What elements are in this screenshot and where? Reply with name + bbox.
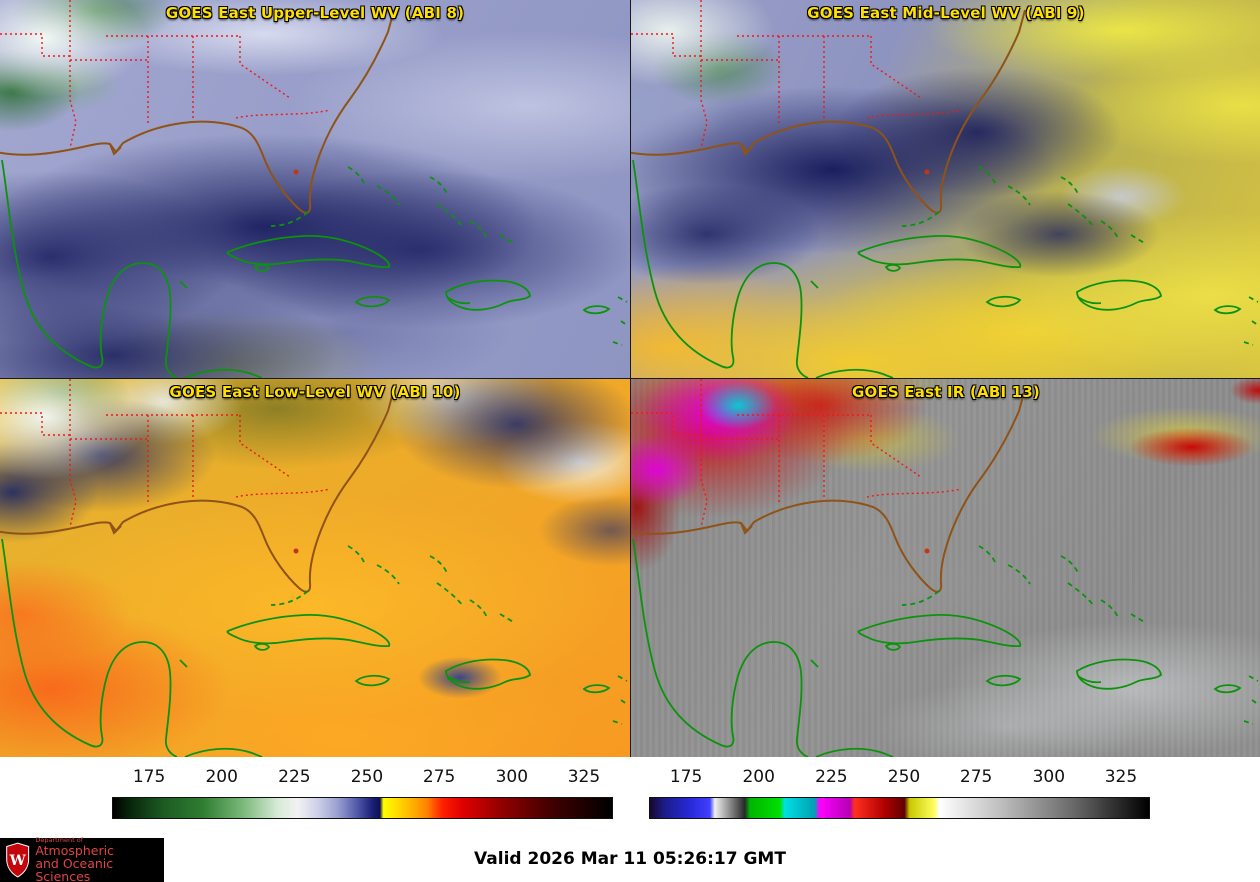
wv-colorbar-group: 175 200 225 250 275 300 325: [112, 765, 613, 831]
tick-label: 250: [887, 767, 921, 787]
satellite-panel-grid: GOES East Upper-Level WV (ABI 8) GOES Ea…: [0, 0, 1260, 757]
colorbar-section: 175 200 225 250 275 300 325 175 200 225 …: [0, 757, 1260, 838]
wv-colorbar: [112, 797, 613, 819]
logo-line-1: Atmospheric: [35, 842, 114, 858]
coastline-map-overlay: [0, 0, 630, 378]
tick-label: 275: [422, 767, 456, 787]
footer: W Department of Atmospheric and Oceanic …: [0, 837, 1260, 882]
wv-colorbar-ticks: 175 200 225 250 275 300 325: [112, 765, 613, 791]
tick-label: 225: [278, 767, 311, 787]
tick-label: 225: [815, 767, 848, 787]
logo-dept-line: Department of: [35, 835, 83, 844]
tick-label: 200: [742, 767, 775, 787]
crest-letter: W: [9, 853, 27, 869]
panel-mid-level-wv: GOES East Mid-Level WV (ABI 9): [630, 0, 1260, 378]
coastline-map-overlay: [0, 379, 630, 757]
ir-colorbar: [649, 797, 1150, 819]
panel-upper-level-wv: GOES East Upper-Level WV (ABI 8): [0, 0, 630, 378]
ir-colorbar-ticks: 175 200 225 250 275 300 325: [649, 765, 1150, 791]
panel-low-level-wv: GOES East Low-Level WV (ABI 10): [0, 378, 630, 757]
valid-time: Valid 2026 Mar 11 05:26:17 GMT: [474, 849, 786, 869]
panel-ir: GOES East IR (ABI 13): [630, 378, 1260, 757]
tick-label: 175: [669, 767, 703, 787]
panel-title-ir: GOES East IR (ABI 13): [851, 383, 1040, 401]
panel-title-mid-wv: GOES East Mid-Level WV (ABI 9): [807, 4, 1085, 22]
tick-label: 300: [1032, 767, 1066, 787]
uw-crest-icon: W: [6, 842, 30, 878]
tick-label: 325: [1104, 767, 1138, 787]
tick-label: 200: [205, 767, 238, 787]
logo-text: Department of Atmospheric and Oceanic Sc…: [35, 837, 159, 882]
tick-label: 275: [959, 767, 993, 787]
ir-colorbar-group: 175 200 225 250 275 300 325: [649, 765, 1150, 831]
tick-label: 250: [350, 767, 384, 787]
tick-label: 300: [495, 767, 529, 787]
logo-line-2: and Oceanic Sciences: [35, 855, 114, 882]
coastline-map-overlay: [631, 379, 1260, 757]
coastline-map-overlay: [631, 0, 1260, 378]
panel-title-upper-wv: GOES East Upper-Level WV (ABI 8): [165, 4, 465, 22]
tick-label: 175: [132, 767, 166, 787]
panel-title-low-wv: GOES East Low-Level WV (ABI 10): [169, 383, 461, 401]
uw-aos-logo: W Department of Atmospheric and Oceanic …: [0, 837, 164, 882]
tick-label: 325: [567, 767, 601, 787]
